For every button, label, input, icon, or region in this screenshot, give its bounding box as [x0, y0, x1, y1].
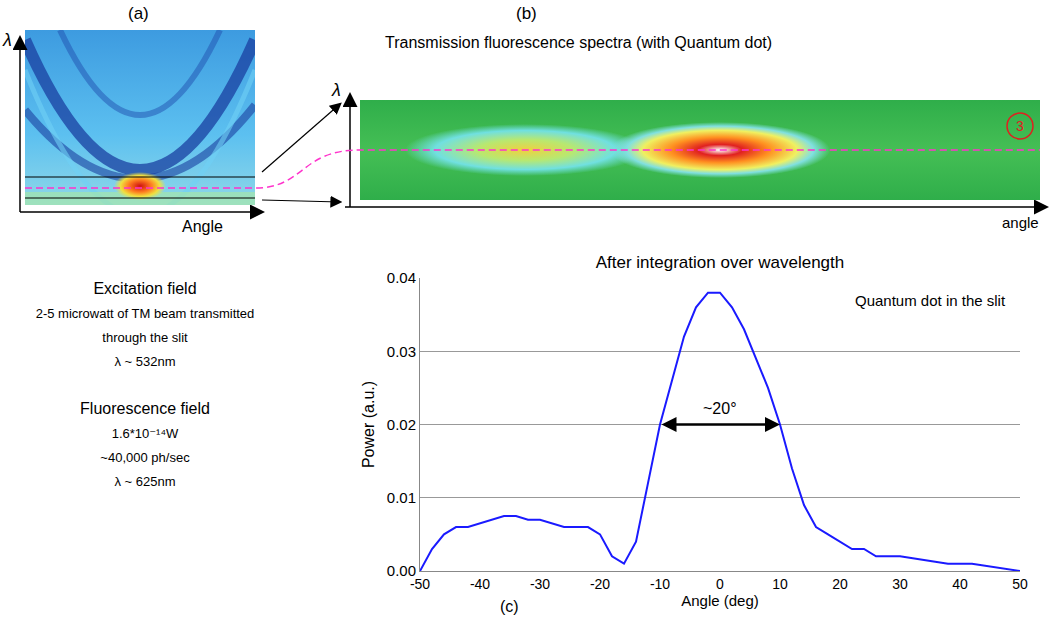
html-text:(a): (a)	[128, 4, 149, 23]
svg-text:-10: -10	[650, 576, 670, 592]
svg-text:Angle (deg): Angle (deg)	[681, 592, 759, 609]
html-text:angle: angle	[1002, 214, 1039, 231]
svg-text:3: 3	[1016, 118, 1024, 134]
svg-text:10: 10	[772, 576, 788, 592]
html-text:λ: λ	[332, 80, 341, 100]
html-text:λ ~ 625nm: λ ~ 625nm	[114, 474, 176, 489]
html-text:(c): (c)	[500, 598, 519, 615]
html-text:λ ~ 532nm: λ ~ 532nm	[114, 354, 176, 369]
svg-text:30: 30	[892, 576, 908, 592]
html-text:Angle: Angle	[182, 218, 223, 235]
svg-text:0: 0	[716, 576, 724, 592]
html-text:λ: λ	[3, 30, 12, 50]
svg-text:After integration over wavelen: After integration over wavelength	[596, 253, 845, 272]
svg-text:-50: -50	[410, 576, 430, 592]
svg-text:0.01: 0.01	[387, 489, 416, 506]
svg-text:-40: -40	[470, 576, 490, 592]
svg-text:-20: -20	[590, 576, 610, 592]
svg-text:50: 50	[1012, 576, 1028, 592]
html-text:Excitation field: Excitation field	[93, 280, 197, 297]
html-text:Transmission fluorescence spec: Transmission fluorescence spectra (with …	[385, 34, 773, 51]
svg-text:Quantum dot in the slit: Quantum dot in the slit	[855, 292, 1006, 309]
svg-text:~20°: ~20°	[703, 400, 737, 417]
svg-text:-30: -30	[530, 576, 550, 592]
html-text:2-5 microwatt of TM beam trans: 2-5 microwatt of TM beam transmitted thr…	[35, 306, 255, 345]
html-text:(b): (b)	[516, 4, 537, 23]
svg-text:20: 20	[832, 576, 848, 592]
svg-text:0.00: 0.00	[387, 562, 416, 579]
html-text:1.6*10⁻¹⁴W: 1.6*10⁻¹⁴W	[111, 426, 179, 441]
svg-text:0.02: 0.02	[387, 416, 416, 433]
svg-text:0.04: 0.04	[387, 269, 416, 286]
html-text:~40,000 ph/sec: ~40,000 ph/sec	[100, 450, 190, 465]
svg-text:0.03: 0.03	[387, 343, 416, 360]
svg-text:Power (a.u.): Power (a.u.)	[360, 381, 377, 468]
html-text:Fluorescence field: Fluorescence field	[80, 400, 210, 417]
svg-text:40: 40	[952, 576, 968, 592]
